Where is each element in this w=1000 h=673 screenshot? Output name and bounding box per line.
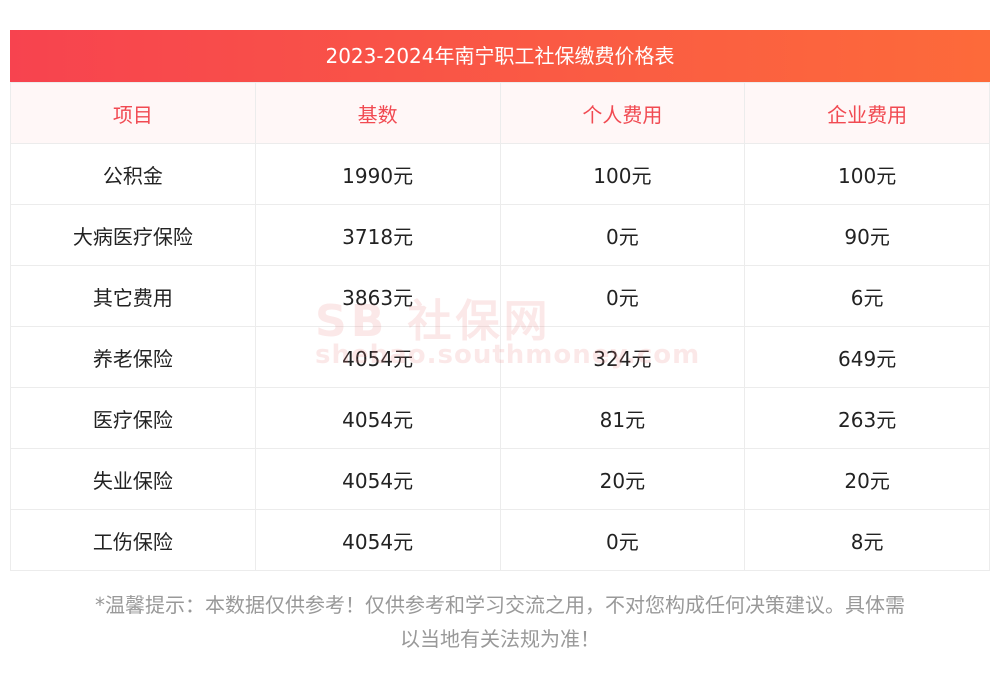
table-header-row: 项目 基数 个人费用 企业费用 (10, 82, 990, 144)
cell-company: 90元 (744, 204, 990, 266)
table-row: 养老保险 4054元 324元 649元 (10, 326, 990, 388)
disclaimer-note: *温馨提示：本数据仅供参考！仅供参考和学习交流之用，不对您构成任何决策建议。具体… (10, 588, 990, 656)
cell-personal: 0元 (499, 265, 746, 327)
table-row: 工伤保险 4054元 0元 8元 (10, 509, 990, 571)
disclaimer-line-2: 以当地有关法规为准！ (400, 627, 600, 651)
cell-base: 4054元 (254, 448, 501, 510)
header-base: 基数 (254, 82, 501, 144)
table-row: 失业保险 4054元 20元 20元 (10, 448, 990, 510)
price-table: 项目 基数 个人费用 企业费用 公积金 1990元 100元 100元 大病医疗… (10, 82, 990, 571)
cell-base: 3718元 (254, 204, 501, 266)
cell-company: 8元 (744, 509, 990, 571)
cell-base: 1990元 (254, 143, 501, 205)
cell-item: 医疗保险 (10, 387, 256, 449)
cell-company: 649元 (744, 326, 990, 388)
cell-item: 公积金 (10, 143, 256, 205)
cell-personal: 0元 (499, 509, 746, 571)
header-personal-cost: 个人费用 (499, 82, 746, 144)
header-item: 项目 (10, 82, 256, 144)
table-title: 2023-2024年南宁职工社保缴费价格表 (10, 30, 990, 82)
cell-company: 100元 (744, 143, 990, 205)
cell-personal: 324元 (499, 326, 746, 388)
disclaimer-line-1: *温馨提示：本数据仅供参考！仅供参考和学习交流之用，不对您构成任何决策建议。具体… (95, 593, 905, 617)
cell-company: 263元 (744, 387, 990, 449)
cell-personal: 100元 (499, 143, 746, 205)
cell-item: 大病医疗保险 (10, 204, 256, 266)
cell-base: 3863元 (254, 265, 501, 327)
cell-company: 6元 (744, 265, 990, 327)
cell-personal: 20元 (499, 448, 746, 510)
header-company-cost: 企业费用 (744, 82, 990, 144)
table-row: 大病医疗保险 3718元 0元 90元 (10, 204, 990, 266)
cell-item: 其它费用 (10, 265, 256, 327)
cell-personal: 81元 (499, 387, 746, 449)
cell-base: 4054元 (254, 387, 501, 449)
price-table-container: 2023-2024年南宁职工社保缴费价格表 项目 基数 个人费用 企业费用 公积… (10, 30, 990, 571)
cell-item: 养老保险 (10, 326, 256, 388)
table-row: 其它费用 3863元 0元 6元 (10, 265, 990, 327)
cell-item: 失业保险 (10, 448, 256, 510)
table-row: 医疗保险 4054元 81元 263元 (10, 387, 990, 449)
table-row: 公积金 1990元 100元 100元 (10, 143, 990, 205)
cell-personal: 0元 (499, 204, 746, 266)
cell-base: 4054元 (254, 509, 501, 571)
cell-item: 工伤保险 (10, 509, 256, 571)
cell-base: 4054元 (254, 326, 501, 388)
cell-company: 20元 (744, 448, 990, 510)
